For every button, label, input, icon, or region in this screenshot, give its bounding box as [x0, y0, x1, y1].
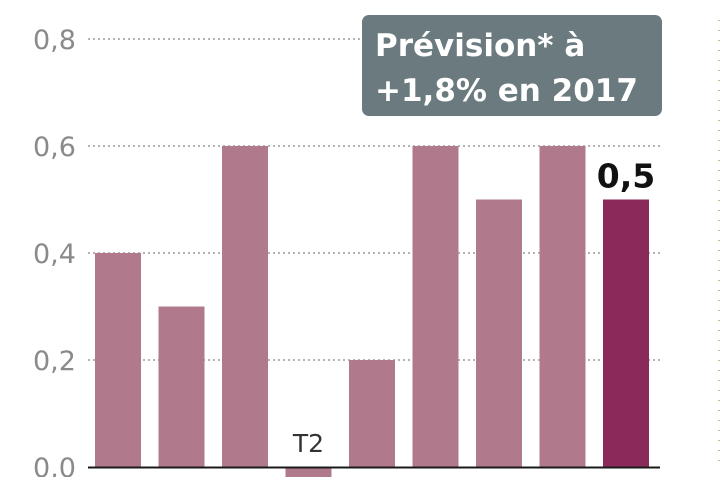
bar	[222, 146, 268, 467]
annotation-background	[362, 15, 662, 116]
bar	[349, 360, 395, 467]
bar	[476, 199, 522, 467]
bar-highlight	[603, 199, 649, 467]
data-label: 0,5	[597, 157, 655, 196]
bar	[539, 146, 586, 467]
y-tick-label: 0,6	[33, 132, 76, 163]
data-labels: 0,5	[597, 157, 655, 196]
bars	[95, 146, 649, 477]
annotation-line-2: +1,8% en 2017	[375, 73, 638, 109]
y-axis-ticks: 0,0 0,2 0,4 0,6 0,8	[33, 25, 76, 477]
annotation-line-1: Prévision* à	[375, 28, 585, 64]
bar	[95, 253, 141, 467]
annotation-box: Prévision* à +1,8% en 2017	[362, 15, 662, 116]
y-tick-label: 0,8	[33, 25, 76, 56]
y-tick-label: 0,4	[33, 239, 76, 270]
category-label: T2	[292, 429, 324, 458]
bar	[285, 467, 332, 477]
bar	[158, 306, 205, 467]
y-tick-label: 0,0	[33, 453, 76, 477]
y-tick-label: 0,2	[33, 346, 76, 377]
bar	[412, 146, 459, 467]
category-labels: T2	[292, 429, 324, 458]
